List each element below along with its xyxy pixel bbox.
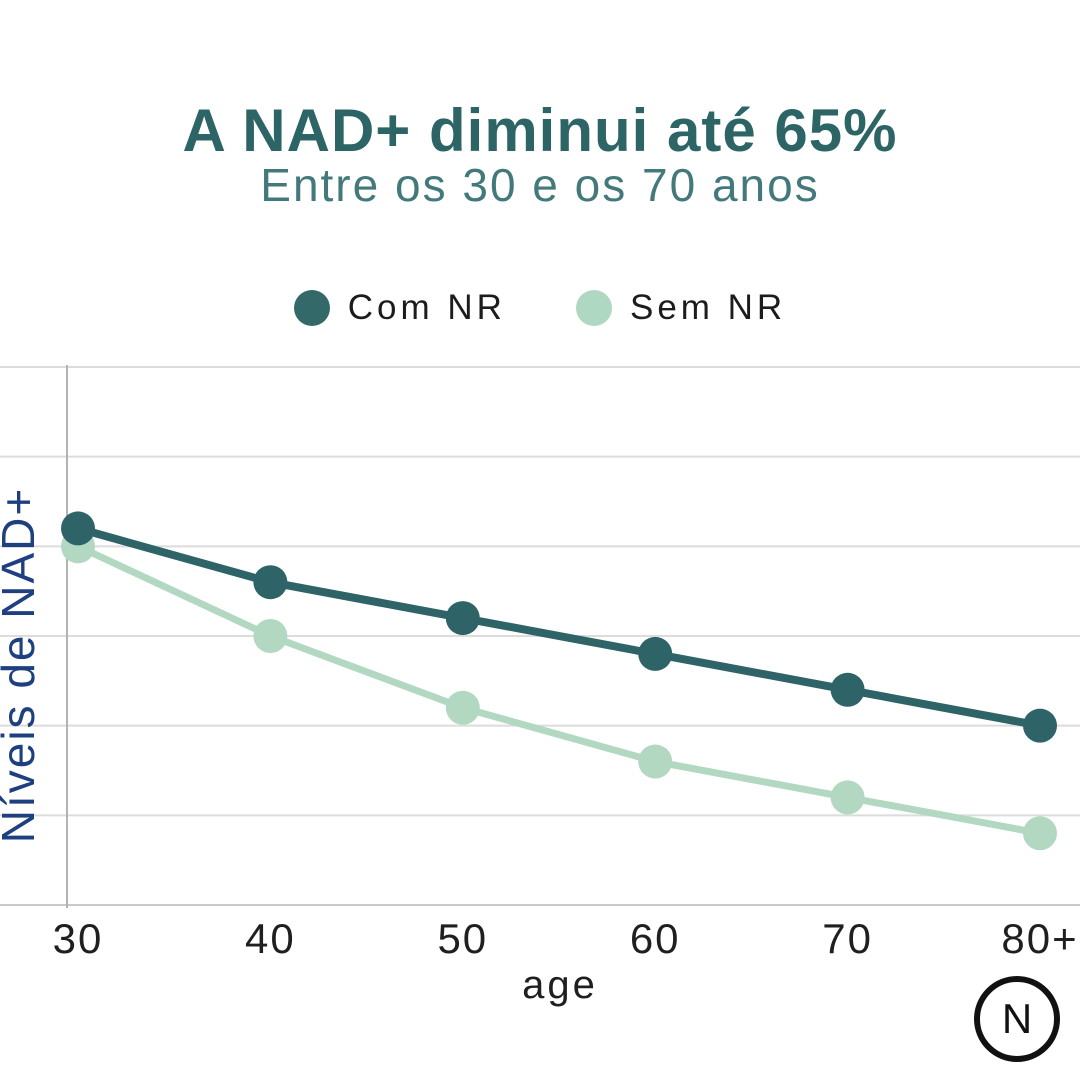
x-tick-label-40: 40 — [245, 915, 296, 962]
y-axis-title: Níveis de NAD+ — [0, 487, 44, 844]
x-tick-label-80+: 80+ — [1001, 915, 1078, 962]
legend-dot-com-nr — [293, 290, 330, 326]
page-subtitle: Entre os 30 e os 70 anos — [260, 159, 820, 211]
x-axis-title: age — [522, 963, 598, 1007]
chart-legend: Com NR Sem NR — [0, 288, 1080, 328]
data-point-sem-nr-70 — [830, 780, 865, 815]
data-point-com-nr-50 — [445, 601, 480, 636]
x-tick-label-50: 50 — [437, 915, 488, 962]
legend-item-sem-nr: Sem NR — [575, 288, 787, 328]
legend-label-sem-nr: Sem NR — [629, 288, 787, 327]
x-tick-label-60: 60 — [630, 915, 681, 962]
series-line-com-nr — [74, 524, 1044, 730]
x-tick-label-30: 30 — [53, 915, 104, 962]
data-point-com-nr-60 — [638, 636, 673, 671]
legend-label-com-nr: Com NR — [347, 288, 506, 327]
legend-item-com-nr: Com NR — [293, 288, 506, 328]
data-point-com-nr-40 — [253, 565, 288, 600]
data-point-sem-nr-60 — [638, 744, 673, 779]
data-point-sem-nr-50 — [445, 690, 480, 725]
data-point-com-nr-70 — [830, 672, 865, 707]
brand-logo-circle: N — [974, 976, 1060, 1062]
legend-dot-sem-nr — [575, 290, 612, 326]
brand-logo-letter: N — [1001, 995, 1033, 1042]
data-point-com-nr-30 — [61, 511, 95, 546]
data-point-sem-nr-40 — [253, 619, 288, 653]
data-point-sem-nr-80+ — [1023, 816, 1057, 851]
page-title: A NAD+ diminui até 65% — [182, 97, 898, 164]
x-tick-label-70: 70 — [822, 915, 873, 962]
data-point-com-nr-80+ — [1023, 708, 1057, 743]
series-line-sem-nr — [74, 542, 1044, 837]
